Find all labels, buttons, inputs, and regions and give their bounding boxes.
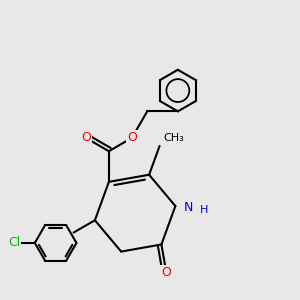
- Text: Cl: Cl: [8, 236, 20, 249]
- Text: O: O: [127, 131, 137, 144]
- Text: O: O: [161, 266, 171, 279]
- Text: CH₃: CH₃: [163, 133, 184, 143]
- Text: O: O: [81, 131, 91, 144]
- Text: H: H: [200, 205, 208, 215]
- Text: N: N: [184, 201, 194, 214]
- Text: N: N: [184, 201, 194, 214]
